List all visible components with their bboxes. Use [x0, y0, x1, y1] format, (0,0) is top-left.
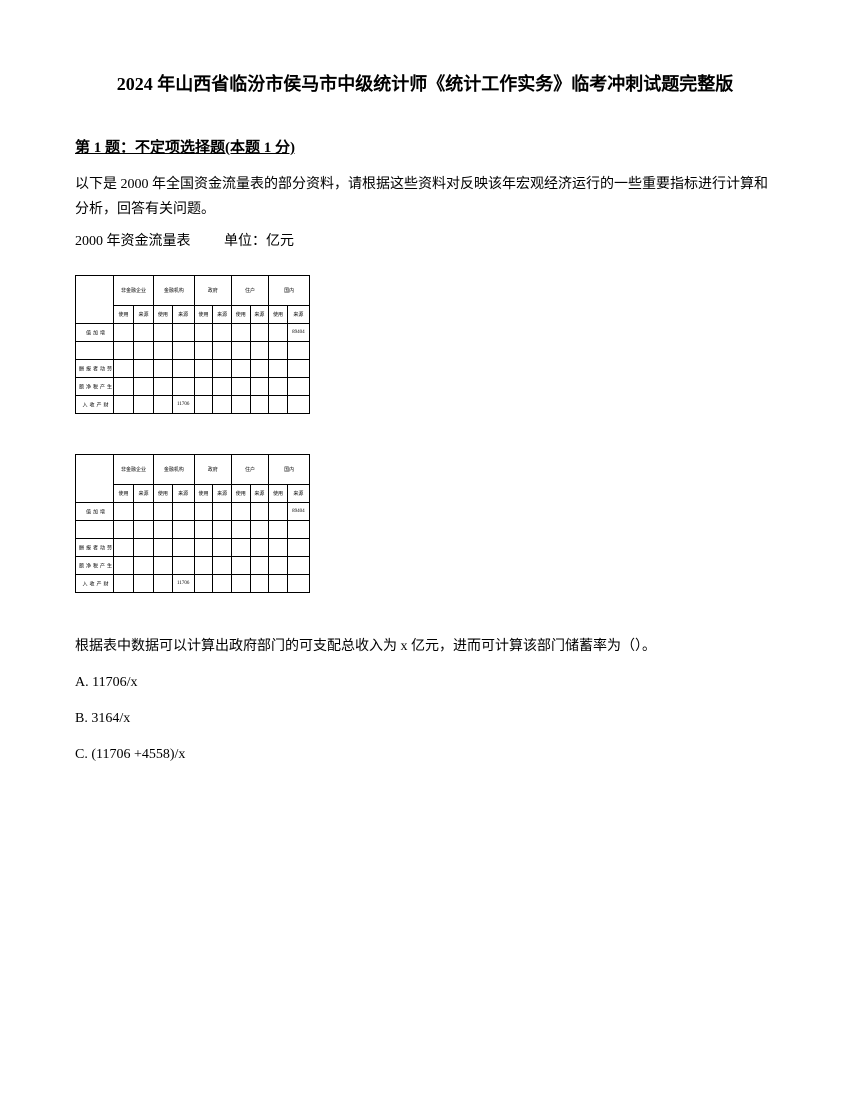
option-a: A. 11706/x	[75, 669, 775, 697]
option-c: C. (11706 +4558)/x	[75, 741, 775, 769]
intro-text: 以下是 2000 年全国资金流量表的部分资料，请根据这些资料对反映该年宏观经济运…	[75, 172, 775, 222]
question-text: 根据表中数据可以计算出政府部门的可支配总收入为 x 亿元，进而可计算该部门储蓄率…	[75, 633, 775, 661]
table-caption: 2000 年资金流量表 单位：亿元	[75, 230, 775, 250]
fund-flow-table-1: 非金融企业 金融机构 政府 住户 国内 使用 来源 使用 来源 使用 来源 使用…	[75, 275, 310, 414]
option-b: B. 3164/x	[75, 705, 775, 733]
page-title: 2024 年山西省临汾市侯马市中级统计师《统计工作实务》临考冲刺试题完整版	[75, 70, 775, 96]
fund-flow-table-2: 非金融企业 金融机构 政府 住户 国内 使用 来源 使用 来源 使用 来源 使用…	[75, 454, 310, 593]
question-header: 第 1 题：不定项选择题(本题 1 分)	[75, 136, 775, 157]
